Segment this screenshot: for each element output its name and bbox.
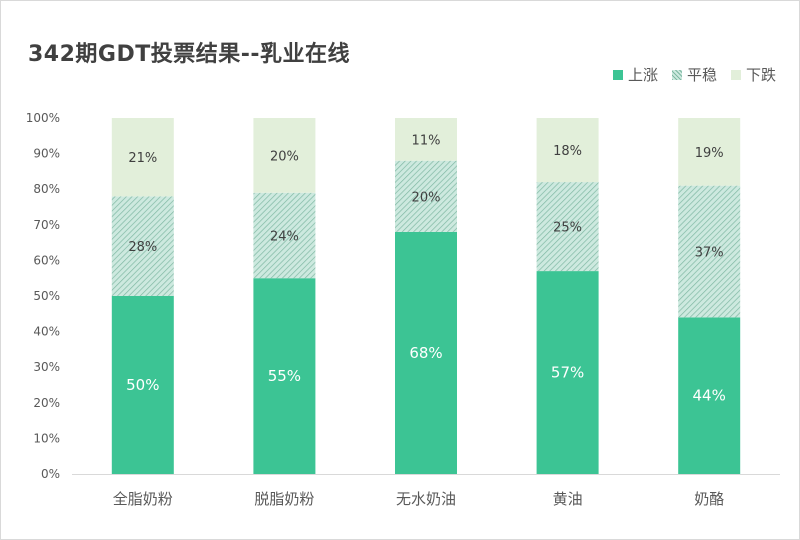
legend-item-up: 上涨 (612, 64, 658, 85)
legend-swatch-up (612, 69, 623, 80)
legend-swatch-down (730, 69, 741, 80)
x-category-label: 全脂奶粉 (113, 490, 173, 508)
data-label-flat: 25% (553, 221, 582, 236)
bar-segment-up (395, 231, 457, 474)
data-label-up: 55% (268, 367, 301, 385)
legend-label-up: 上涨 (627, 66, 658, 84)
y-tick-label: 30% (33, 360, 60, 374)
data-label-down: 18% (553, 144, 582, 159)
bar-segment-down (395, 118, 457, 161)
data-label-flat: 37% (695, 246, 724, 261)
data-label-down: 21% (128, 151, 157, 166)
bar-segment-up (536, 271, 599, 474)
y-tick-label: 10% (33, 431, 60, 445)
chart-title: 342期GDT投票结果--乳业在线 (28, 42, 351, 67)
bar-segment-up (678, 317, 741, 474)
data-label-flat: 28% (128, 240, 157, 255)
bar-segment-down (111, 118, 174, 197)
data-label-up: 68% (409, 344, 442, 362)
x-category-label: 脱脂奶粉 (254, 490, 314, 508)
data-label-up: 44% (693, 387, 726, 405)
y-tick-label: 40% (33, 325, 60, 339)
y-tick-label: 20% (33, 396, 60, 410)
x-category-label: 无水奶油 (396, 490, 456, 508)
y-tick-label: 90% (33, 147, 60, 161)
bar-segment-down (253, 118, 316, 193)
data-label-flat: 24% (270, 229, 299, 244)
bar-segment-flat (395, 160, 457, 232)
bar-segment-flat (536, 182, 599, 272)
legend-label-flat: 平稳 (686, 66, 717, 84)
data-label-flat: 20% (412, 190, 441, 205)
legend-label-down: 下跌 (745, 66, 776, 84)
y-tick-label: 100% (26, 111, 60, 125)
bar-segment-up (253, 278, 316, 474)
legend-swatch-flat (671, 69, 682, 80)
y-tick-label: 50% (33, 289, 60, 303)
data-label-down: 20% (270, 149, 299, 164)
x-category-label: 奶酪 (694, 490, 724, 508)
data-label-up: 57% (551, 364, 584, 382)
data-label-down: 19% (695, 146, 724, 161)
legend-item-flat: 平稳 (671, 64, 717, 85)
data-label-up: 50% (126, 376, 159, 394)
bar-segment-down (536, 118, 599, 183)
bar-segment-flat (111, 196, 174, 296)
bar-segment-up (111, 296, 174, 474)
bar-segment-flat (678, 185, 741, 318)
data-label-down: 11% (412, 133, 441, 148)
y-tick-label: 80% (33, 182, 60, 196)
bar-segment-flat (253, 192, 316, 279)
y-tick-label: 0% (41, 467, 60, 481)
y-tick-label: 70% (33, 218, 60, 232)
bar-segment-down (678, 118, 741, 186)
x-category-label: 黄油 (553, 490, 583, 508)
legend-item-down: 下跌 (730, 64, 776, 85)
y-tick-label: 60% (33, 253, 60, 267)
chart-legend: 上涨 平稳 下跌 (612, 64, 776, 85)
